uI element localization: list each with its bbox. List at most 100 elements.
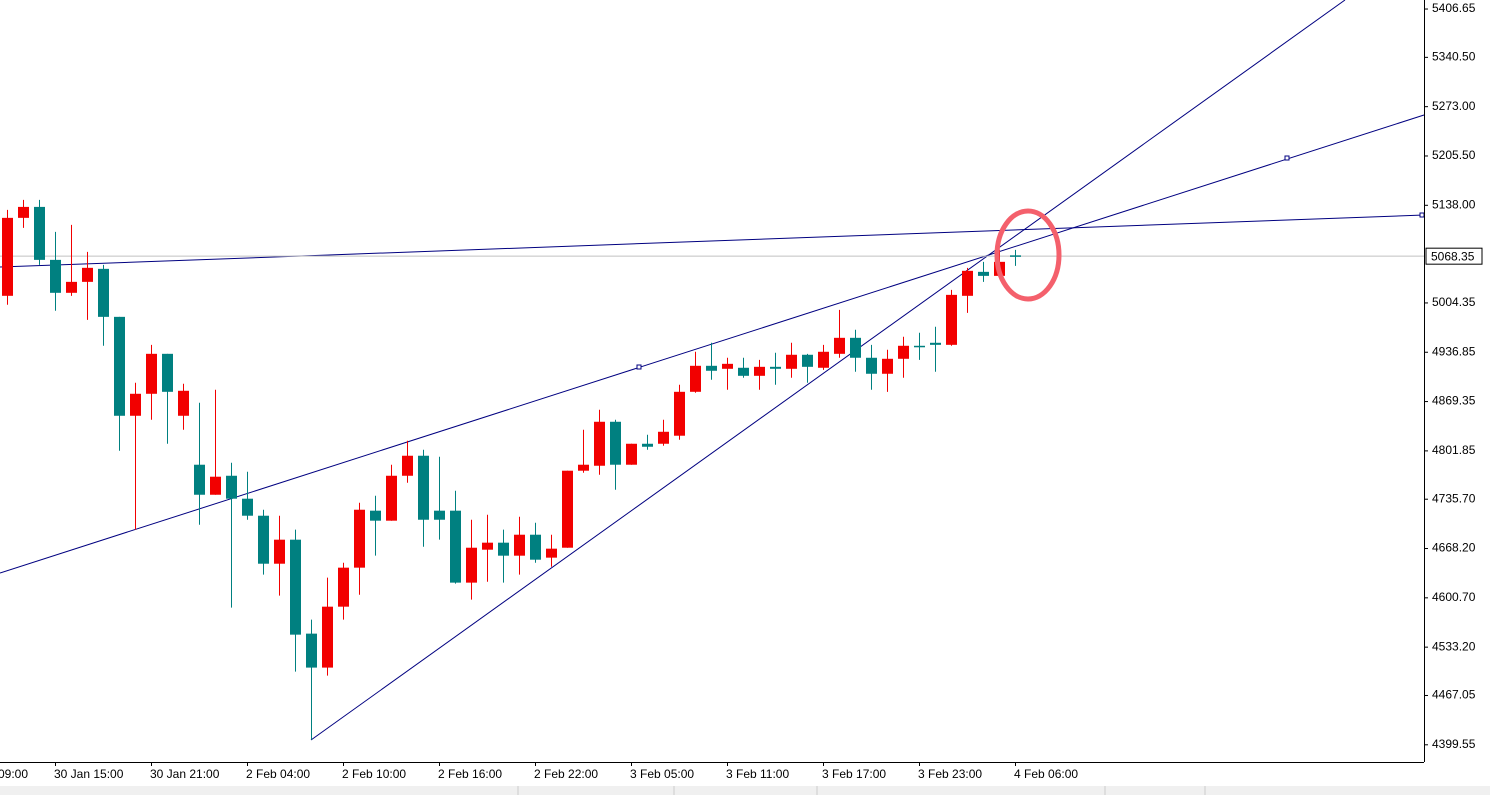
candle-body [146,353,157,394]
candle-body [610,421,621,465]
candle-body [242,498,253,516]
candle-body [258,515,269,564]
y-tick-label: 4533.20 [1432,639,1476,653]
candle-body [882,358,893,374]
candle-body [370,510,381,521]
candle-body [738,367,749,376]
candle-body [162,353,173,392]
candle-body [578,464,589,471]
candle-body [82,267,93,282]
y-tick-label: 5138.00 [1432,197,1476,211]
price-label-box [1425,247,1483,265]
candle-body [210,476,221,495]
candle-body [930,342,941,345]
x-tick-label: 2 Feb 16:00 [438,767,502,781]
candle-body [450,510,461,583]
candle-body [898,345,909,359]
candle-body [978,271,989,276]
candle-body [850,337,861,358]
candle-body [770,366,781,369]
y-tick-label: 5406.65 [1432,1,1476,15]
candle-body [18,206,29,218]
y-tick-label: 5340.50 [1432,50,1476,64]
scrollbar [0,786,1490,795]
y-tick-label: 4668.20 [1432,541,1476,555]
candle-body [514,534,525,556]
y-tick-label: 5273.00 [1432,99,1476,113]
x-tick-label: 30 Jan 15:00 [54,767,124,781]
candle-body [50,259,61,293]
candle-body [418,455,429,520]
candle-body [34,206,45,260]
candle-body [2,217,13,296]
candle-body [130,393,141,416]
x-tick-label: 30 Jan 21:00 [150,767,220,781]
candle-body [466,547,477,583]
y-tick-label: 4936.85 [1432,344,1476,358]
candle-body [658,431,669,444]
candle-body [290,539,301,635]
trend-line [0,214,1425,268]
y-tick-label: 4801.85 [1432,443,1476,457]
x-tick-label: 09:00 [0,767,28,781]
candle-body [818,351,829,368]
x-tick-label: 2 Feb 22:00 [534,767,598,781]
y-tick-label: 4735.70 [1432,491,1476,505]
candle-body [386,475,397,521]
candle-body [962,270,973,296]
y-tick-label: 5205.50 [1432,148,1476,162]
candles [0,199,1424,740]
candle-body [722,363,733,369]
x-tick-label: 3 Feb 17:00 [822,767,886,781]
line-anchor [1419,212,1425,218]
candle-body [690,365,701,392]
x-tick-label: 4 Feb 06:00 [1014,767,1078,781]
candle-body [1010,255,1021,257]
highlight-circle [994,208,1062,302]
x-tick-label: 3 Feb 05:00 [630,767,694,781]
candle-body [402,455,413,476]
candle-body [546,548,557,558]
candle-body [946,294,957,345]
candle-body [98,268,109,317]
candle-body [498,542,509,556]
x-tick-label: 3 Feb 23:00 [918,767,982,781]
candle-body [562,470,573,548]
candle-body [194,464,205,495]
candle-body [866,357,877,374]
y-tick-label: 5004.35 [1432,295,1476,309]
candle-body [754,366,765,376]
candle-body [338,567,349,607]
price-label: 5068.35 [1431,249,1475,263]
candle-body [66,281,77,293]
candle-body [306,633,317,668]
candle-body [482,542,493,550]
candle-body [114,316,125,416]
line-anchor [636,364,642,370]
candle-body [434,510,445,520]
line-anchor [1284,155,1290,161]
trend-line [310,0,1346,741]
y-tick-label: 4467.05 [1432,688,1476,702]
candle-body [626,443,637,465]
candle-body [178,390,189,416]
candle-body [706,365,717,371]
y-tick-label: 4869.35 [1432,394,1476,408]
candle-body [226,475,237,499]
y-tick-label: 4399.55 [1432,737,1476,751]
x-tick-label: 2 Feb 10:00 [342,767,406,781]
y-tick-label: 4600.70 [1432,590,1476,604]
candle-body [322,606,333,668]
candle-body [642,443,653,447]
candle-body [834,337,845,354]
candle-body [786,354,797,369]
candle-body [674,391,685,436]
candle-body [914,345,925,348]
candle-body [802,354,813,367]
candle-body [530,534,541,560]
x-tick-label: 2 Feb 04:00 [246,767,310,781]
candle-body [354,509,365,568]
x-tick-label: 3 Feb 11:00 [726,767,789,781]
